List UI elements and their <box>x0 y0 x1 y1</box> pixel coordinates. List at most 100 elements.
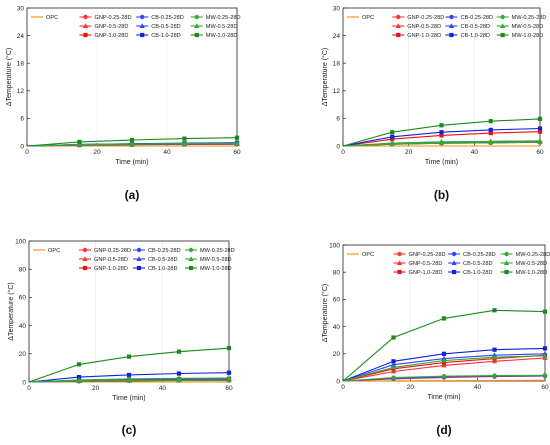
data-point-mw-0-5-28d-60 <box>226 375 232 381</box>
legend-marker-mw-1-0-28d <box>188 265 194 271</box>
legend-item-mw-0-25-28d: MW-0.25-28D <box>496 14 546 21</box>
series-gnp-1-0-28d <box>342 129 543 147</box>
x-axis-label: Time (min) <box>115 159 148 166</box>
data-point-gnp-0-5-28d-30 <box>441 362 447 368</box>
legend-marker-mw-1-0-28d <box>504 269 509 275</box>
data-point-mw-0-5-28d-60 <box>542 353 548 358</box>
legend-marker-gnp-0-5-28d <box>396 260 403 265</box>
legend-label-gnp-0-25-28d: GNP-0.25-28D <box>94 248 131 254</box>
legend-label-mw-1-0-28d: MW-1.0-28D <box>206 33 238 39</box>
panel-caption: (a) <box>125 188 140 202</box>
x-tick-label-40: 40 <box>474 384 482 391</box>
data-point-cb-1-0-28d-60 <box>542 346 548 351</box>
data-point-cb-1-0-28d-60 <box>226 370 232 375</box>
legend-label-opc: OPC <box>46 15 58 21</box>
data-point-mw-1-0-28d-45 <box>488 119 493 124</box>
legend-item-cb-1-0-28d: CB-1.0-28D <box>448 269 493 276</box>
legend-label-gnp-1-0-28d: GNP-1.0-28D <box>409 270 443 276</box>
data-point-mw-1-0-28d-60 <box>537 116 543 121</box>
legend-label-opc: OPC <box>362 15 374 21</box>
legend-item-mw-0-5-28d: MW-0.5-28D <box>185 256 232 263</box>
y-tick-label-40: 40 <box>19 323 27 330</box>
data-point-mw-1-0-28d-60 <box>226 346 232 351</box>
y-tick-label-20: 20 <box>333 351 341 358</box>
legend-item-opc: OPC <box>347 252 374 258</box>
series-cb-1-0-28d <box>342 346 548 382</box>
legend-marker-cb-0-25-28d <box>140 14 145 20</box>
legend-label-cb-0-25-28d: CB-0.25-28D <box>463 252 496 258</box>
y-tick-label-18: 18 <box>333 61 341 68</box>
data-point-mw-1-0-28d-15 <box>77 139 82 144</box>
data-point-cb-1-0-28d-15 <box>391 359 396 364</box>
legend-item-gnp-0-25-28d: GNP-0.25-28D <box>392 14 444 21</box>
series-mw-0-5-28d <box>342 353 548 382</box>
data-point-mw-1-0-28d-30 <box>439 123 444 128</box>
data-point-cb-1-0-28d-45 <box>176 371 182 376</box>
legend-label-mw-0-5-28d: MW-0.5-28D <box>206 24 238 30</box>
data-point-mw-1-0-28d-15 <box>390 130 395 135</box>
legend-marker-mw-1-0-28d <box>194 32 199 38</box>
legend-item-cb-1-0-28d: CB-1.0-28D <box>136 32 181 39</box>
series-cb-1-0-28d <box>28 370 232 383</box>
legend-marker-mw-0-5-28d <box>188 256 194 261</box>
x-tick-label-0: 0 <box>27 385 31 392</box>
panel-a: 0 6 12 18 24 30 0 20 40 60 Time (min) ΔTemperature … <box>5 5 241 202</box>
series-mw-0-25-28d <box>342 373 548 382</box>
x-tick-label-0: 0 <box>341 384 345 391</box>
legend-marker-mw-0-5-28d <box>194 23 200 28</box>
legend-item-gnp-1-0-28d: GNP-1.0-28D <box>393 269 443 276</box>
data-point-mw-0-25-28d-45 <box>492 373 497 378</box>
legend-item-cb-0-25-28d: CB-0.25-28D <box>448 251 496 258</box>
data-point-mw-0-5-28d-15 <box>390 364 397 370</box>
legend-item-cb-0-25-28d: CB-0.25-28D <box>445 14 493 21</box>
legend-marker-cb-0-25-28d <box>136 247 142 253</box>
data-point-gnp-1-0-28d-15 <box>390 137 395 142</box>
x-tick-label-60: 60 <box>541 384 549 391</box>
series-mw-0-5-28d <box>28 375 232 383</box>
data-point-mw-0-5-28d-60 <box>537 138 543 143</box>
legend-label-mw-0-25-28d: MW-0.25-28D <box>516 252 550 258</box>
data-point-mw-0-25-28d-60 <box>542 373 548 378</box>
legend-marker-mw-0-5-28d <box>503 260 510 265</box>
legend-marker-gnp-1-0-28d <box>397 269 402 275</box>
legend-label-cb-1-0-28d: CB-1.0-28D <box>463 270 493 276</box>
legend-label-cb-1-0-28d: CB-1.0-28D <box>460 33 490 39</box>
data-point-mw-1-0-28d-30 <box>126 354 132 359</box>
y-tick-label-6: 6 <box>336 116 340 123</box>
legend-item-opc: OPC <box>347 15 374 21</box>
legend-label-cb-0-5-28d: CB-0.5-28D <box>148 257 178 263</box>
legend-label-gnp-0-5-28d: GNP-0.5-28D <box>409 261 443 267</box>
legend-marker-mw-1-0-28d <box>500 32 505 38</box>
x-tick-label-20: 20 <box>407 384 415 391</box>
legend-label-gnp-1-0-28d: GNP-1.0-28D <box>95 33 129 39</box>
legend-marker-mw-0-25-28d <box>500 14 505 20</box>
x-tick-label-40: 40 <box>159 385 167 392</box>
legend-item-mw-1-0-28d: MW-1.0-28D <box>185 265 232 272</box>
series-mw-1-0-28d <box>342 308 548 382</box>
series-line-opc <box>342 379 546 382</box>
legend-item-mw-1-0-28d: MW-1.0-28D <box>500 269 547 276</box>
data-point-mw-1-0-28d-30 <box>441 316 447 321</box>
data-point-mw-1-0-28d-45 <box>492 308 497 313</box>
legend-item-cb-0-25-28d: CB-0.25-28D <box>133 247 181 254</box>
panel-c: 0 20 40 60 80 100 0 20 40 60 Time (min) ΔTemperatur… <box>7 238 235 437</box>
legend-item-gnp-1-0-28d: GNP-1.0-28D <box>392 32 441 39</box>
legend-item-cb-0-5-28d: CB-0.5-28D <box>445 23 490 30</box>
data-point-cb-1-0-28d-45 <box>492 347 497 352</box>
y-tick-label-24: 24 <box>333 33 341 40</box>
legend-item-gnp-0-5-28d: GNP-0.5-28D <box>79 23 128 30</box>
legend-item-gnp-1-0-28d: GNP-1.0-28D <box>79 265 128 272</box>
y-axis-label: ΔTemperature (°C) <box>321 48 329 106</box>
legend-marker-cb-0-25-28d <box>451 251 457 257</box>
legend-marker-cb-1-0-28d <box>140 32 145 38</box>
legend-item-mw-0-5-28d: MW-0.5-28D <box>190 23 238 30</box>
legend-label-mw-0-5-28d: MW-0.5-28D <box>200 257 232 263</box>
data-point-mw-1-0-28d-60 <box>542 309 548 314</box>
plot-frame <box>28 240 230 383</box>
data-point-mw-1-0-28d-60 <box>234 135 240 140</box>
y-tick-label-20: 20 <box>19 351 27 358</box>
series-mw-1-0-28d <box>342 116 543 147</box>
x-tick-label-20: 20 <box>405 149 413 156</box>
legend-marker-gnp-0-25-28d <box>82 247 88 253</box>
x-tick-label-60: 60 <box>536 149 544 156</box>
